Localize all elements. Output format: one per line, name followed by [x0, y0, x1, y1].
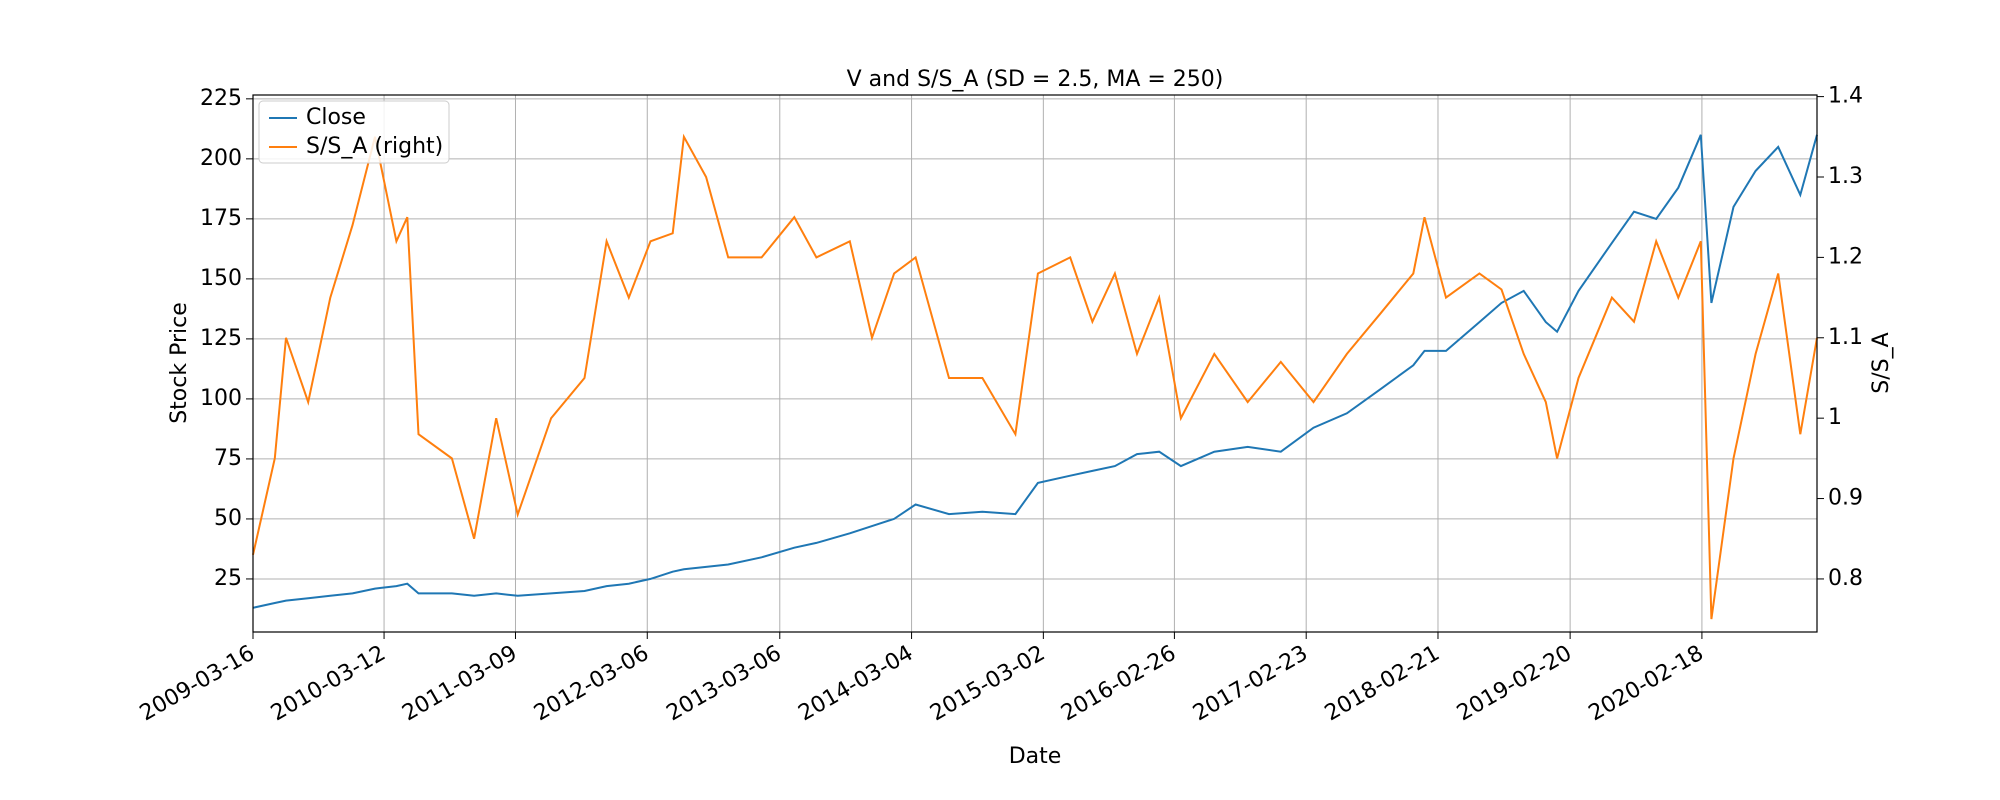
plot-frame	[252, 94, 1818, 633]
x-tick-label: 2016-02-26	[1057, 641, 1180, 727]
y-tick-label: 50	[214, 506, 242, 531]
x-tick-label: 2009-03-16	[136, 641, 259, 727]
legend-label: Close	[306, 105, 366, 130]
y-tick-label: 25	[214, 566, 242, 591]
x-tick-label: 2011-03-09	[398, 641, 521, 727]
data-line	[252, 134, 1818, 609]
x-tick-label: 2015-03-02	[926, 641, 1049, 727]
legend-label: S/S_A (right)	[306, 134, 443, 159]
data-line	[252, 133, 1818, 620]
y-tick-label: 100	[200, 386, 242, 411]
y-axis-label: Stock Price	[167, 302, 192, 424]
legend-box	[258, 100, 450, 164]
x-axis-label: Date	[1009, 744, 1062, 769]
x-tick-label: 2018-02-21	[1321, 641, 1444, 727]
y-tick-label: 150	[200, 266, 242, 291]
y2-tick-label: 1.1	[1828, 325, 1863, 350]
y2-tick-label: 1.4	[1828, 84, 1863, 109]
x-tick-label: 2020-02-18	[1585, 641, 1708, 727]
y-tick-label: 125	[200, 326, 242, 351]
legend: Close S/S_A (right)	[258, 100, 450, 164]
y2-tick-label: 0.9	[1828, 486, 1863, 511]
x-tick-label: 2013-03-06	[663, 641, 786, 727]
y-tick-label: 75	[214, 446, 242, 471]
x-tick-label: 2019-02-20	[1453, 641, 1576, 727]
y-tick-label: 200	[200, 146, 242, 171]
x-tick-label: 2012-03-06	[530, 641, 653, 727]
x-tick-label: 2017-02-23	[1189, 641, 1312, 727]
y2-tick-label: 1.3	[1828, 164, 1863, 189]
x-tick-label: 2014-03-04	[794, 641, 917, 727]
chart-title: V and S/S_A (SD = 2.5, MA = 250)	[847, 67, 1224, 92]
y2-tick-label: 1	[1828, 405, 1842, 430]
y2-tick-label: 0.8	[1828, 566, 1863, 591]
x-tick-label: 2010-03-12	[267, 641, 390, 727]
y-tick-label: 175	[200, 206, 242, 231]
y-tick-label: 225	[200, 86, 242, 111]
y2-tick-label: 1.2	[1828, 244, 1863, 269]
y2-axis-label: S/S_A	[1869, 332, 1894, 393]
